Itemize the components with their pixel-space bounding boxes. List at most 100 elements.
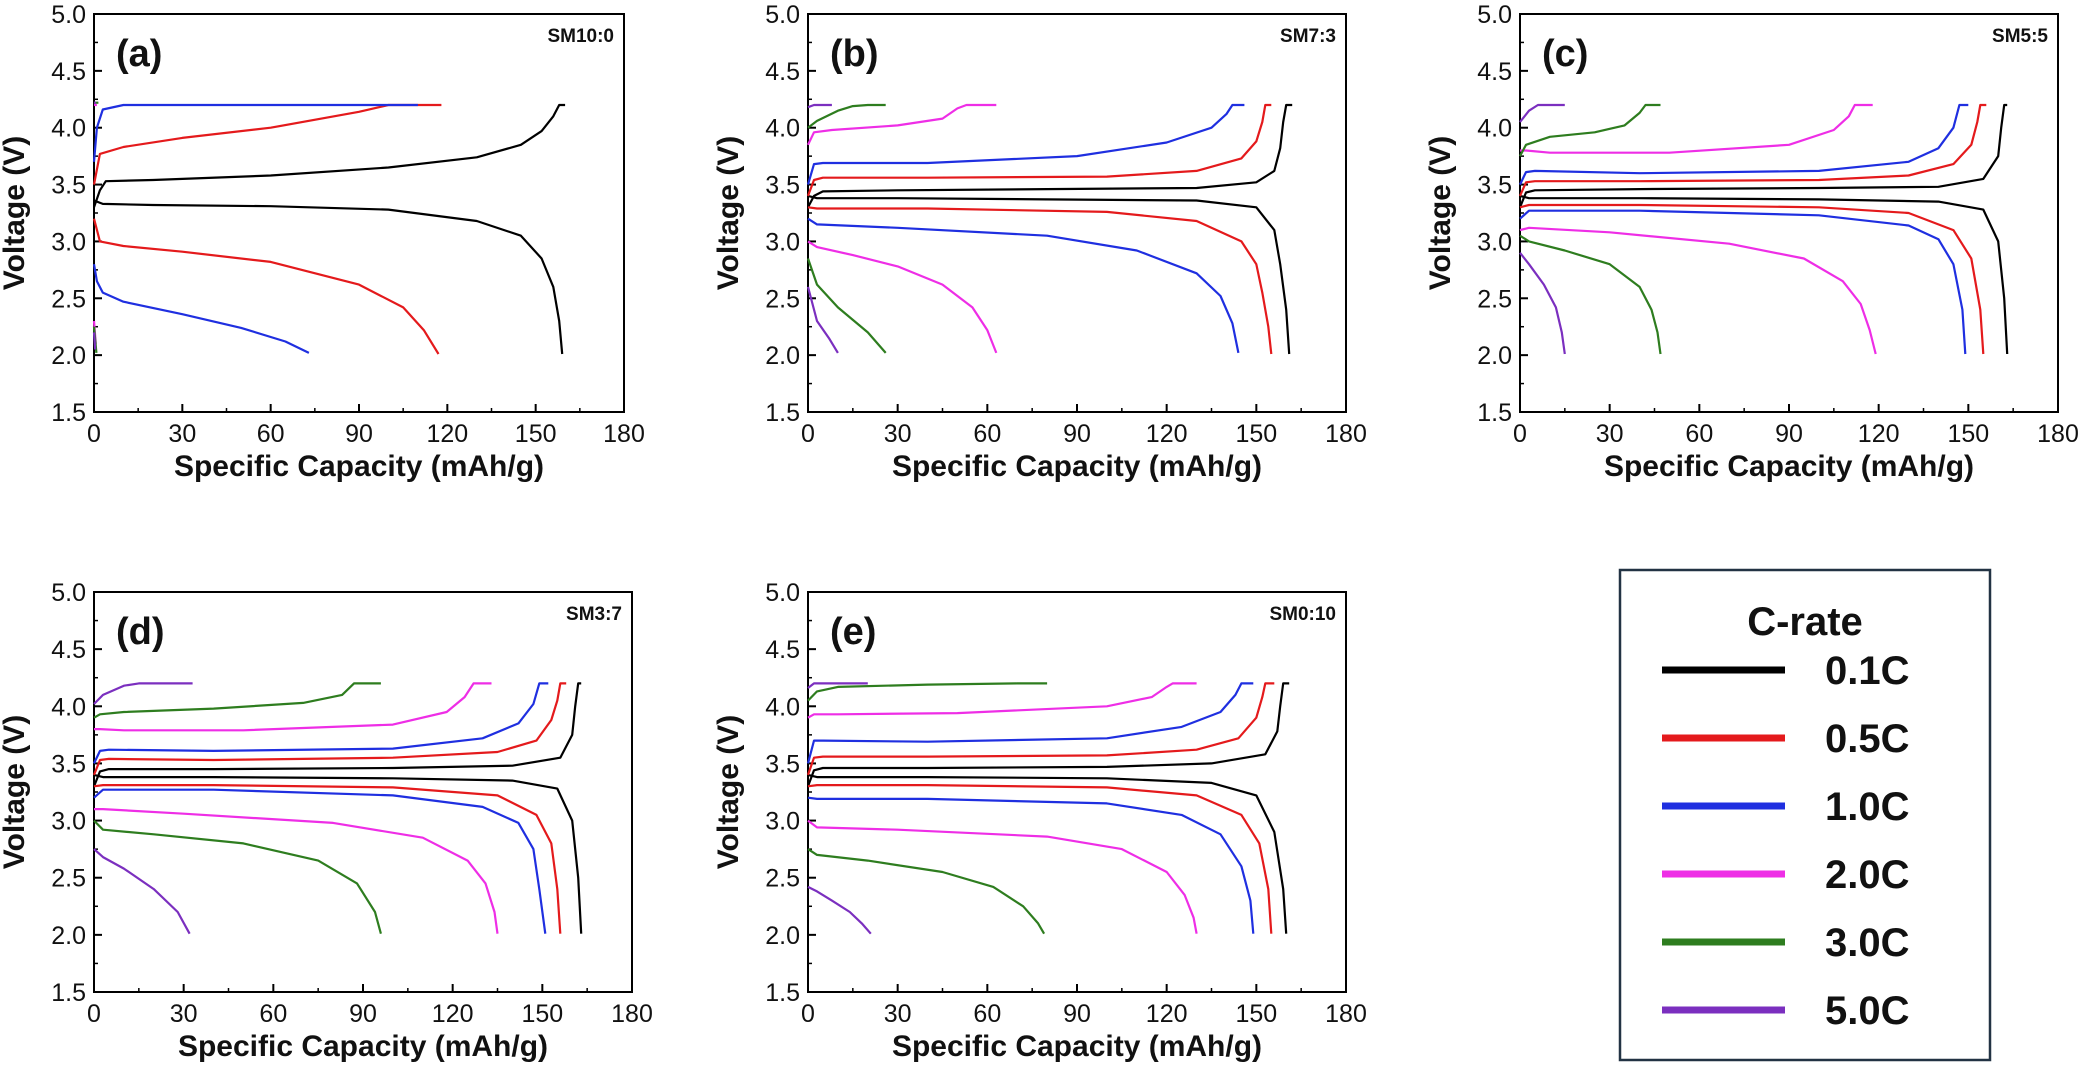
y-tick-label: 1.5	[51, 399, 86, 427]
series-line-0_1C-charge	[806, 682, 1290, 787]
x-tick-label: 30	[884, 1000, 912, 1028]
series-line-1_0C-charge	[806, 103, 1245, 185]
x-tick-label: 150	[1947, 420, 1989, 448]
y-axis-title: Voltage (V)	[1424, 136, 1457, 290]
x-tick-label: 90	[349, 1000, 377, 1028]
series-line-1_0C-charge	[93, 682, 549, 764]
series-line-3_0C-charge	[807, 103, 886, 129]
y-tick-label: 4.0	[51, 115, 86, 143]
y-tick-label: 3.0	[765, 808, 800, 836]
plot-frame	[1519, 13, 2059, 413]
series-line-3_0C-charge	[807, 682, 1048, 702]
y-tick-label: 2.5	[765, 865, 800, 893]
series-line-0_1C-charge	[92, 103, 566, 208]
plot-frame	[93, 13, 625, 413]
series-line-1_0C-discharge	[807, 796, 1255, 934]
plot-frame	[807, 591, 1347, 993]
sample-label: SM5:5	[1992, 26, 2048, 47]
x-tick-label: 120	[1146, 420, 1188, 448]
series-line-5_0C-charge	[1519, 103, 1565, 123]
series-line-3_0C-discharge	[93, 819, 382, 934]
y-axis-title: Voltage (V)	[712, 715, 745, 869]
series-line-3_0C-discharge	[806, 258, 887, 354]
y-tick-label: 1.5	[765, 979, 800, 1007]
series-line-1_0C-charge	[806, 682, 1254, 764]
sample-label: SM7:3	[1280, 26, 1336, 47]
y-tick-label: 1.5	[51, 979, 86, 1007]
y-axis-title: Voltage (V)	[712, 136, 745, 290]
series-line-2_0C-charge	[807, 103, 997, 146]
series-line-5_0C-discharge	[1519, 252, 1566, 355]
legend-label: 2.0C	[1825, 853, 1910, 897]
y-tick-label: 4.0	[765, 693, 800, 721]
y-tick-label: 3.5	[51, 750, 86, 778]
x-axis-title: Specific Capacity (mAh/g)	[1604, 450, 1974, 483]
chart-panel: 0 30 60 90 120 150 180 1.5 2.0 2.5 3.0 3.5 4.0 4.5 5.0…	[0, 579, 653, 1063]
y-tick-label: 3.5	[765, 172, 800, 200]
x-tick-label: 30	[170, 1000, 198, 1028]
legend: C-rate 0.1C 0.5C 1.0C 2.0C 3.0C 5.0C	[1618, 568, 1992, 1062]
series-line-5_0C-discharge	[93, 848, 191, 935]
y-tick-label: 1.5	[765, 399, 800, 427]
x-tick-label: 180	[1325, 1000, 1367, 1028]
series-line-5_0C-discharge	[807, 885, 872, 935]
x-tick-label: 180	[1325, 420, 1367, 448]
series-line-0_1C-charge	[1518, 103, 2008, 208]
x-axis-title: Specific Capacity (mAh/g)	[174, 450, 544, 483]
x-tick-label: 180	[2037, 420, 2079, 448]
y-axis-title: Voltage (V)	[0, 715, 31, 869]
x-tick-label: 0	[1513, 420, 1527, 448]
x-tick-label: 120	[432, 1000, 474, 1028]
series-line-5_0C-discharge	[92, 332, 97, 350]
series-line-2_0C-charge	[94, 682, 492, 732]
x-tick-label: 30	[1596, 420, 1624, 448]
series-line-1_0C-charge	[1519, 103, 1969, 186]
y-tick-label: 4.0	[51, 693, 86, 721]
x-axis-title: Specific Capacity (mAh/g)	[892, 450, 1262, 483]
x-tick-label: 60	[259, 1000, 287, 1028]
y-tick-label: 2.5	[1477, 285, 1512, 313]
legend-title: C-rate	[1747, 600, 1863, 644]
chart-panel: 0 30 60 90 120 150 180 1.5 2.0 2.5 3.0 3.5 4.0 4.5 5.0…	[712, 579, 1367, 1063]
series-line-0_5C-charge	[92, 103, 442, 185]
series-line-1_0C-discharge	[92, 264, 310, 354]
x-tick-label: 120	[1146, 1000, 1188, 1028]
series-line-0_5C-charge	[92, 682, 567, 776]
y-tick-label: 2.5	[51, 285, 86, 313]
y-tick-label: 3.0	[1477, 228, 1512, 256]
x-tick-label: 150	[1235, 420, 1277, 448]
y-tick-label: 4.0	[1477, 115, 1512, 143]
y-tick-label: 4.0	[765, 115, 800, 143]
series-line-1_0C-discharge	[807, 217, 1240, 354]
sample-label: SM10:0	[547, 26, 614, 47]
series-line-0_5C-charge	[806, 103, 1272, 197]
y-tick-label: 2.0	[51, 922, 86, 950]
plot-frame	[93, 591, 633, 993]
x-axis-title: Specific Capacity (mAh/g)	[178, 1030, 548, 1063]
y-tick-label: 3.0	[51, 228, 86, 256]
series-line-0_1C-discharge	[93, 199, 564, 355]
y-tick-label: 2.0	[765, 342, 800, 370]
series-line-0_5C-discharge	[93, 784, 562, 934]
series-line-1_0C-discharge	[93, 788, 547, 934]
y-tick-label: 4.5	[51, 58, 86, 86]
x-tick-label: 180	[611, 1000, 653, 1028]
x-tick-label: 150	[521, 1000, 563, 1028]
x-axis-title: Specific Capacity (mAh/g)	[892, 1030, 1262, 1063]
x-tick-label: 120	[1858, 420, 1900, 448]
series-line-0_1C-discharge	[807, 194, 1291, 355]
x-tick-label: 60	[1685, 420, 1713, 448]
series-line-0_5C-charge	[1518, 103, 1987, 197]
series-line-3_0C-charge	[1519, 103, 1661, 157]
x-tick-label: 30	[884, 420, 912, 448]
x-tick-label: 150	[1235, 1000, 1277, 1028]
y-tick-label: 2.0	[765, 922, 800, 950]
series-line-0_5C-discharge	[1519, 203, 1985, 355]
y-tick-label: 4.5	[51, 636, 86, 664]
series-line-2_0C-discharge	[807, 819, 1198, 934]
series-line-0_5C-charge	[806, 682, 1275, 776]
y-tick-label: 4.5	[1477, 58, 1512, 86]
y-tick-label: 2.5	[765, 285, 800, 313]
series-line-0_5C-discharge	[807, 206, 1273, 355]
